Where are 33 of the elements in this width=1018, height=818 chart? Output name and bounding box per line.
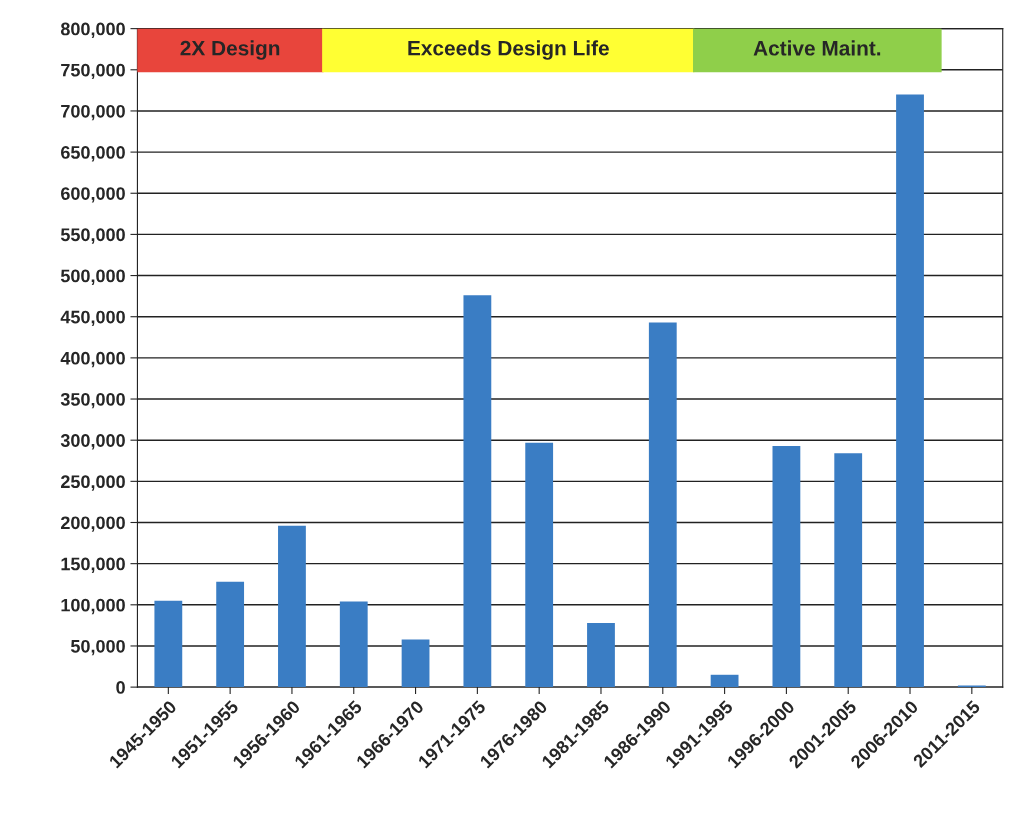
bar [278, 525, 306, 688]
y-tick-label: 50,000 [70, 639, 125, 656]
bar [896, 94, 924, 688]
bar [710, 674, 739, 688]
y-tick-label: 650,000 [61, 146, 125, 162]
band-label: 2X Design [180, 40, 280, 60]
y-tick-label: 250,000 [60, 475, 125, 491]
y-tick-label: 350,000 [60, 392, 125, 409]
y-tick-label: 750,000 [61, 63, 125, 80]
bar [154, 600, 183, 688]
band-label: Active Maint. [753, 40, 881, 56]
y-tick-label: 100,000 [61, 598, 125, 615]
y-tick-label: 700,000 [61, 104, 125, 121]
y-tick-label: 550,000 [60, 228, 125, 244]
bar [216, 581, 245, 688]
y-tick-label: 200,000 [60, 516, 125, 532]
y-tick-label: 450,000 [60, 310, 125, 327]
band-label: Exceeds Design Life [408, 40, 609, 60]
bar [648, 322, 677, 688]
bar [834, 453, 863, 688]
bar [525, 442, 554, 688]
y-tick-label: 600,000 [61, 187, 125, 203]
y-tick-label: 400,000 [60, 351, 125, 368]
bar [339, 601, 368, 688]
y-tick-label: 500,000 [60, 269, 125, 285]
bar [772, 445, 801, 688]
y-tick-label: 800,000 [60, 22, 125, 38]
bar [463, 295, 492, 688]
y-tick-label: 150,000 [61, 557, 125, 573]
y-tick-label: 0 [116, 681, 125, 694]
y-tick-label: 300,000 [60, 434, 125, 450]
bar [587, 622, 615, 688]
bar [401, 639, 430, 688]
